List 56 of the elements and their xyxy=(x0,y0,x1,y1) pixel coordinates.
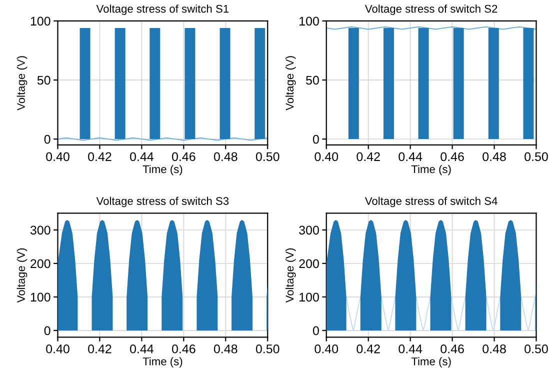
x-axis-title: Time (s) xyxy=(411,164,451,176)
x-tick-label: 0.44 xyxy=(130,344,154,354)
x-tick-label: 0.48 xyxy=(214,152,238,162)
x-tick-label: 0.40 xyxy=(46,152,70,162)
x-axis-title: Time (s) xyxy=(411,357,451,368)
x-axis-title: Time (s) xyxy=(142,164,182,176)
x-tick-label: 0.42 xyxy=(88,344,112,354)
line-series xyxy=(346,296,361,331)
x-tick-label: 0.42 xyxy=(356,344,380,354)
line-series xyxy=(520,296,536,331)
x-tick-label: 0.44 xyxy=(398,152,422,162)
y-tick-label: 0 xyxy=(44,134,50,144)
y-tick-label: 100 xyxy=(300,292,319,302)
y-tick-label: 100 xyxy=(30,16,50,26)
y-axis-title: Voltage (V) xyxy=(16,248,28,303)
x-tick-label: 0.50 xyxy=(256,344,280,354)
x-tick-label: 0.48 xyxy=(482,344,506,354)
x-tick-label: 0.42 xyxy=(356,152,380,162)
y-axis-title: Voltage (V) xyxy=(285,56,296,110)
x-tick-label: 0.50 xyxy=(524,152,548,162)
x-axis-title: Time (s) xyxy=(142,357,182,368)
y-tick-label: 50 xyxy=(306,76,319,85)
x-tick-label: 0.42 xyxy=(88,152,112,162)
x-tick-label: 0.40 xyxy=(314,344,338,354)
line-series xyxy=(450,296,466,331)
y-axis-title: Voltage (V) xyxy=(285,248,296,303)
x-tick-label: 0.48 xyxy=(214,344,238,354)
y-tick-label: 200 xyxy=(30,259,50,268)
x-tick-label: 0.46 xyxy=(440,152,464,162)
y-tick-label: 100 xyxy=(300,16,319,26)
x-tick-label: 0.50 xyxy=(524,344,548,354)
y-tick-label: 100 xyxy=(30,292,50,302)
x-tick-label: 0.40 xyxy=(314,152,338,162)
y-tick-label: 0 xyxy=(312,326,319,336)
x-tick-label: 0.46 xyxy=(172,152,196,162)
x-tick-label: 0.50 xyxy=(256,152,280,162)
line-series xyxy=(416,296,431,331)
y-tick-label: 0 xyxy=(312,134,319,144)
x-tick-label: 0.44 xyxy=(130,152,154,162)
chart-title: Voltage stress of switch S2 xyxy=(364,4,498,15)
y-tick-label: 300 xyxy=(30,226,50,235)
chart-title: Voltage stress of switch S4 xyxy=(364,196,498,208)
x-tick-label: 0.40 xyxy=(46,344,70,354)
x-tick-label: 0.46 xyxy=(440,344,464,354)
y-tick-label: 300 xyxy=(299,226,319,235)
y-tick-label: 50 xyxy=(37,76,50,85)
x-tick-label: 0.44 xyxy=(398,344,422,354)
y-tick-label: 0 xyxy=(44,326,50,336)
x-tick-label: 0.46 xyxy=(172,344,196,354)
y-axis-title: Voltage (V) xyxy=(16,56,28,110)
line-series xyxy=(486,296,501,330)
y-tick-label: 200 xyxy=(299,259,319,268)
line-series xyxy=(380,296,396,331)
chart-title: Voltage stress of switch S3 xyxy=(96,196,229,208)
chart-title: Voltage stress of switch S1 xyxy=(96,4,229,15)
x-tick-label: 0.48 xyxy=(482,152,506,162)
